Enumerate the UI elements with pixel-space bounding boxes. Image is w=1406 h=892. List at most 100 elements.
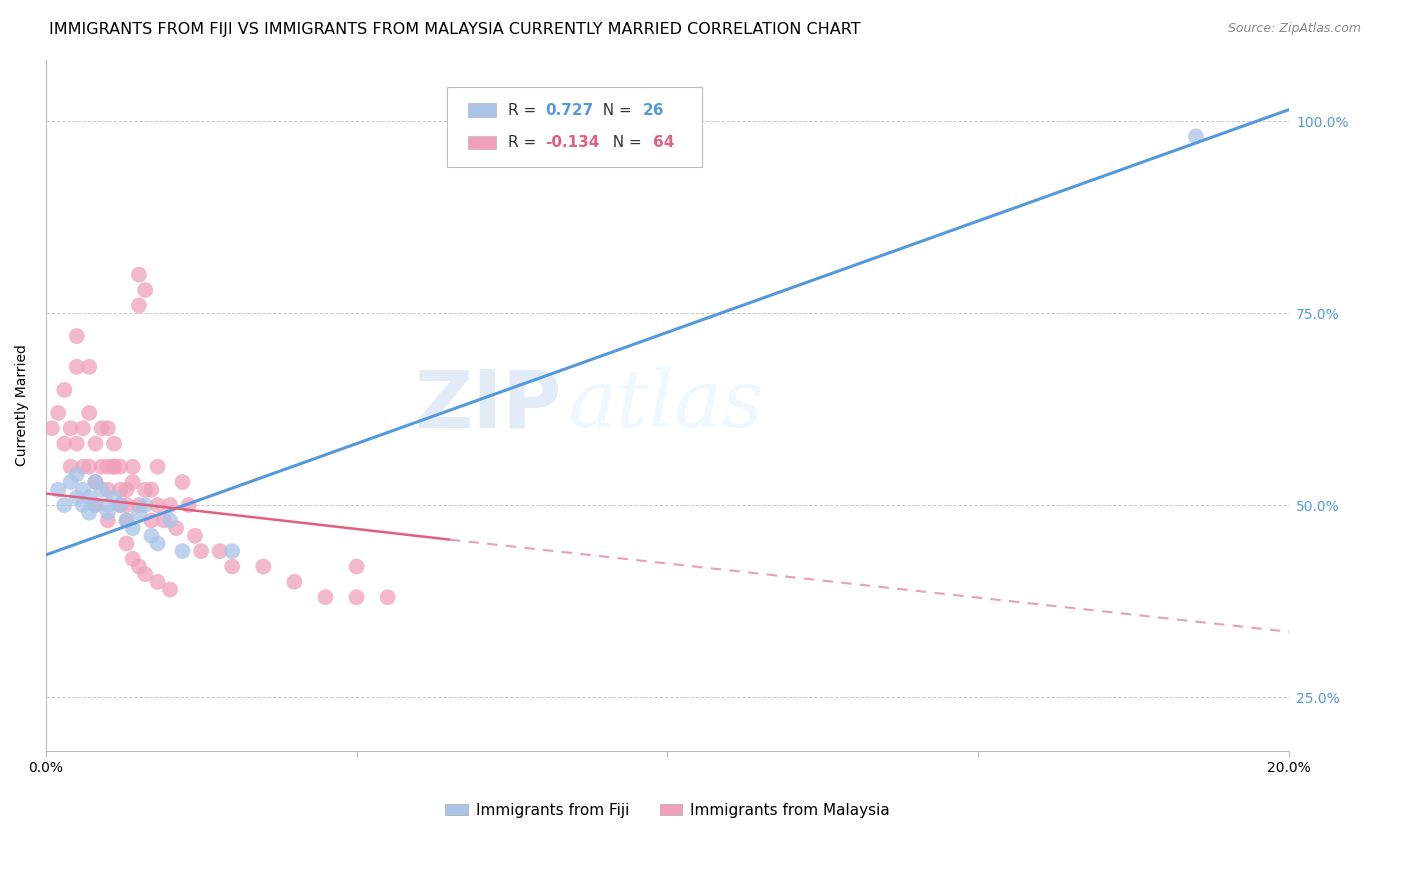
Point xyxy=(90,459,112,474)
Point xyxy=(377,591,399,605)
Point xyxy=(103,459,125,474)
FancyBboxPatch shape xyxy=(447,87,702,167)
Point xyxy=(115,536,138,550)
Point xyxy=(66,329,89,343)
Point xyxy=(84,498,107,512)
Point xyxy=(97,506,120,520)
Point xyxy=(90,421,112,435)
Point xyxy=(159,498,181,512)
Point xyxy=(84,498,107,512)
Point xyxy=(159,582,181,597)
Point xyxy=(128,506,150,520)
Point xyxy=(110,498,132,512)
Point xyxy=(128,498,150,512)
Point xyxy=(97,498,120,512)
Point xyxy=(110,459,132,474)
Point xyxy=(208,544,231,558)
Point xyxy=(177,498,200,512)
Point xyxy=(72,483,94,497)
Point xyxy=(346,591,368,605)
Text: N =: N = xyxy=(593,103,637,118)
Legend: Immigrants from Fiji, Immigrants from Malaysia: Immigrants from Fiji, Immigrants from Ma… xyxy=(439,797,896,823)
Y-axis label: Currently Married: Currently Married xyxy=(15,344,30,467)
Point xyxy=(84,475,107,489)
Point xyxy=(128,268,150,282)
Point xyxy=(97,459,120,474)
Point xyxy=(134,283,156,297)
Point xyxy=(172,475,194,489)
Point xyxy=(66,491,89,505)
Text: R =: R = xyxy=(509,135,541,150)
Point xyxy=(59,421,82,435)
Point xyxy=(84,475,107,489)
FancyBboxPatch shape xyxy=(468,103,496,117)
Point xyxy=(1185,129,1208,144)
Text: atlas: atlas xyxy=(568,367,763,444)
Point xyxy=(346,559,368,574)
Point xyxy=(121,459,143,474)
Text: N =: N = xyxy=(603,135,647,150)
Point xyxy=(53,383,76,397)
Point xyxy=(59,475,82,489)
Point xyxy=(41,421,63,435)
Point xyxy=(146,536,169,550)
Point xyxy=(146,574,169,589)
Text: ZIP: ZIP xyxy=(415,367,562,444)
Point xyxy=(153,513,176,527)
Point xyxy=(221,544,243,558)
Point xyxy=(46,483,69,497)
Point xyxy=(103,491,125,505)
Point xyxy=(77,359,100,374)
Point xyxy=(283,574,305,589)
Point xyxy=(159,513,181,527)
Point xyxy=(90,483,112,497)
Text: IMMIGRANTS FROM FIJI VS IMMIGRANTS FROM MALAYSIA CURRENTLY MARRIED CORRELATION C: IMMIGRANTS FROM FIJI VS IMMIGRANTS FROM … xyxy=(49,22,860,37)
Point xyxy=(134,567,156,582)
Point xyxy=(110,498,132,512)
Point xyxy=(146,498,169,512)
Point xyxy=(141,513,163,527)
Point xyxy=(141,529,163,543)
Point xyxy=(121,551,143,566)
Point xyxy=(221,559,243,574)
Point xyxy=(103,436,125,450)
Point xyxy=(121,521,143,535)
Text: 64: 64 xyxy=(652,135,673,150)
Point xyxy=(97,513,120,527)
Point xyxy=(66,436,89,450)
Point xyxy=(128,559,150,574)
Point xyxy=(103,459,125,474)
Text: 0.727: 0.727 xyxy=(546,103,593,118)
Point xyxy=(53,436,76,450)
Point xyxy=(72,498,94,512)
Point xyxy=(172,544,194,558)
Point xyxy=(134,483,156,497)
Point xyxy=(84,436,107,450)
Point xyxy=(314,591,336,605)
Text: 26: 26 xyxy=(643,103,664,118)
Point xyxy=(46,406,69,420)
Point xyxy=(66,359,89,374)
Point xyxy=(190,544,212,558)
Text: -0.134: -0.134 xyxy=(546,135,600,150)
Point xyxy=(66,467,89,482)
Point xyxy=(59,459,82,474)
Point xyxy=(134,498,156,512)
Point xyxy=(77,506,100,520)
Point xyxy=(252,559,274,574)
Text: R =: R = xyxy=(509,103,541,118)
Point xyxy=(110,483,132,497)
Point xyxy=(53,498,76,512)
Point xyxy=(97,421,120,435)
Point xyxy=(77,459,100,474)
Point xyxy=(115,513,138,527)
Point xyxy=(72,421,94,435)
Point xyxy=(146,459,169,474)
Point xyxy=(121,475,143,489)
Point xyxy=(141,483,163,497)
Point xyxy=(128,298,150,312)
Point xyxy=(77,406,100,420)
Point xyxy=(72,459,94,474)
Point xyxy=(184,529,207,543)
Point xyxy=(165,521,187,535)
